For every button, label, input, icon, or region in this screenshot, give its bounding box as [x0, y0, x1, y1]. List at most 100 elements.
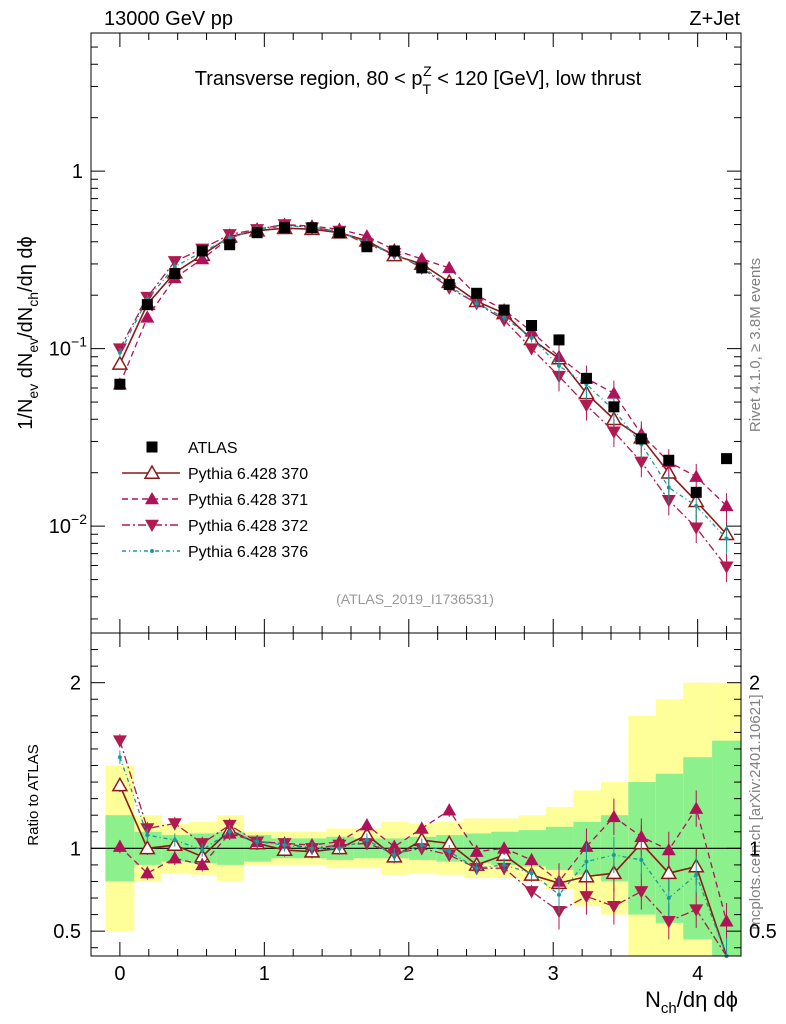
atlas-point [608, 401, 620, 413]
p376-ratio-point [474, 866, 479, 871]
atlas-point [721, 453, 733, 465]
header-right: Z+Jet [689, 8, 740, 30]
p376-ratio-point [310, 846, 314, 851]
p376-point [117, 350, 122, 355]
p371-point [689, 469, 704, 482]
mcplots-label: mcplots.cern.ch [arXiv:2401.10621] [747, 694, 764, 929]
atlas-point [443, 278, 455, 290]
y-tick-label: 1 [72, 161, 83, 183]
atlas-point [333, 227, 345, 239]
p376-point [474, 301, 479, 306]
ratio-tick-label-right: 0.5 [749, 921, 777, 943]
p372-ratio-point [524, 886, 539, 899]
p376-ratio-point [611, 852, 616, 857]
legend-p376-marker [150, 549, 154, 553]
p370-ratio-point [139, 839, 156, 855]
p376-ratio-point [255, 839, 260, 844]
atlas-point [251, 227, 263, 239]
p371-ratio-point [359, 818, 374, 831]
atlas-point [416, 262, 428, 274]
p370-point [111, 355, 129, 370]
p376-ratio-point [282, 843, 287, 848]
atlas-point [388, 245, 400, 257]
p372-ratio-point [167, 818, 182, 831]
ratio-tick-label: 2 [70, 673, 81, 695]
p376-point [666, 485, 671, 490]
legend-p370-label: Pythia 6.428 370 [188, 466, 308, 483]
p376-ratio-line [119, 757, 728, 957]
p371-ratio-point [140, 866, 155, 879]
ratio-axis-label: Ratio to ATLAS [25, 744, 42, 845]
atlas-point [306, 222, 318, 234]
ratio-panel: 0.5 0.5 1 1 2 2 [53, 632, 777, 958]
p372-point [579, 399, 594, 413]
legend: ATLAS Pythia 6.428 370 Pythia 6.428 371 Pyt… [122, 440, 308, 561]
ratio-frame-top [90, 632, 742, 957]
p376-ratio-point [419, 843, 424, 848]
p371-point [606, 386, 621, 399]
p371-ratio-point [112, 839, 127, 852]
p371-point [442, 260, 457, 274]
p372-point [524, 343, 539, 356]
p371-point [359, 229, 374, 242]
p371-ratio-point [689, 801, 704, 814]
p371-ratio-point [469, 844, 484, 857]
p372-ratio-point [606, 901, 621, 914]
x-axis-label: Nch/dη dϕ [645, 987, 738, 1017]
watermark: (ATLAS_2019_I1736531) [336, 591, 494, 607]
p371-point [140, 310, 155, 323]
p376-ratio-point [694, 872, 699, 877]
p376-point [172, 264, 177, 269]
p371-ratio-point [524, 852, 539, 866]
atlas-point [141, 299, 153, 311]
atlas-point [498, 304, 510, 316]
p376-ratio-point [584, 859, 589, 864]
p371-ratio-point [606, 809, 621, 823]
p370-ratio-point [111, 776, 129, 792]
ratio-tick-label: 1 [70, 838, 81, 860]
p371-point [195, 251, 210, 265]
ratio-tick-label: 0.5 [53, 921, 81, 943]
p376-ratio-point [337, 846, 342, 851]
p376-ratio-point [502, 862, 507, 867]
legend-atlas-label: ATLAS [188, 440, 238, 457]
p376-ratio-point [145, 833, 150, 838]
x-tick-label: 2 [403, 963, 414, 985]
p372-point [634, 456, 649, 469]
p372-ratio-point [112, 735, 127, 748]
p371-point [414, 251, 429, 265]
p376-ratio-point [364, 838, 369, 843]
p376-point [502, 315, 507, 320]
p376-ratio-point [447, 849, 452, 854]
p376-point [724, 536, 729, 541]
p376-point [694, 503, 699, 508]
atlas-point [169, 268, 181, 280]
x-tick-label: 3 [548, 963, 559, 985]
p372-ratio-point [689, 904, 704, 917]
plot-title: Transverse region, 80 < pTZ < 120 [GeV],… [195, 63, 642, 97]
atlas-point [553, 334, 565, 346]
p376-point [227, 235, 232, 240]
legend-p371-marker [145, 492, 159, 505]
atlas-point [635, 433, 647, 445]
p376-ratio-point [666, 896, 671, 901]
p372-point [606, 426, 621, 439]
atlas-point [690, 486, 702, 498]
x-tick-label: 0 [114, 963, 125, 985]
p372-ratio-point [579, 891, 594, 904]
p376-point [529, 335, 534, 340]
p376-point [557, 363, 561, 368]
header-left: 13000 GeV pp [104, 8, 233, 30]
p376-ratio-point [200, 847, 205, 852]
p371-ratio-point [414, 821, 429, 834]
atlas-point [663, 454, 675, 466]
p376-ratio-point [172, 838, 177, 843]
legend-p370-marker [143, 464, 161, 479]
ratio-tick-label-right: 1 [749, 838, 760, 860]
p372-ratio-point [661, 915, 676, 929]
x-tick-label: 4 [692, 963, 703, 985]
p370-ratio-point [660, 864, 678, 880]
atlas-point [526, 319, 538, 331]
legend-p372-label: Pythia 6.428 372 [188, 518, 308, 535]
